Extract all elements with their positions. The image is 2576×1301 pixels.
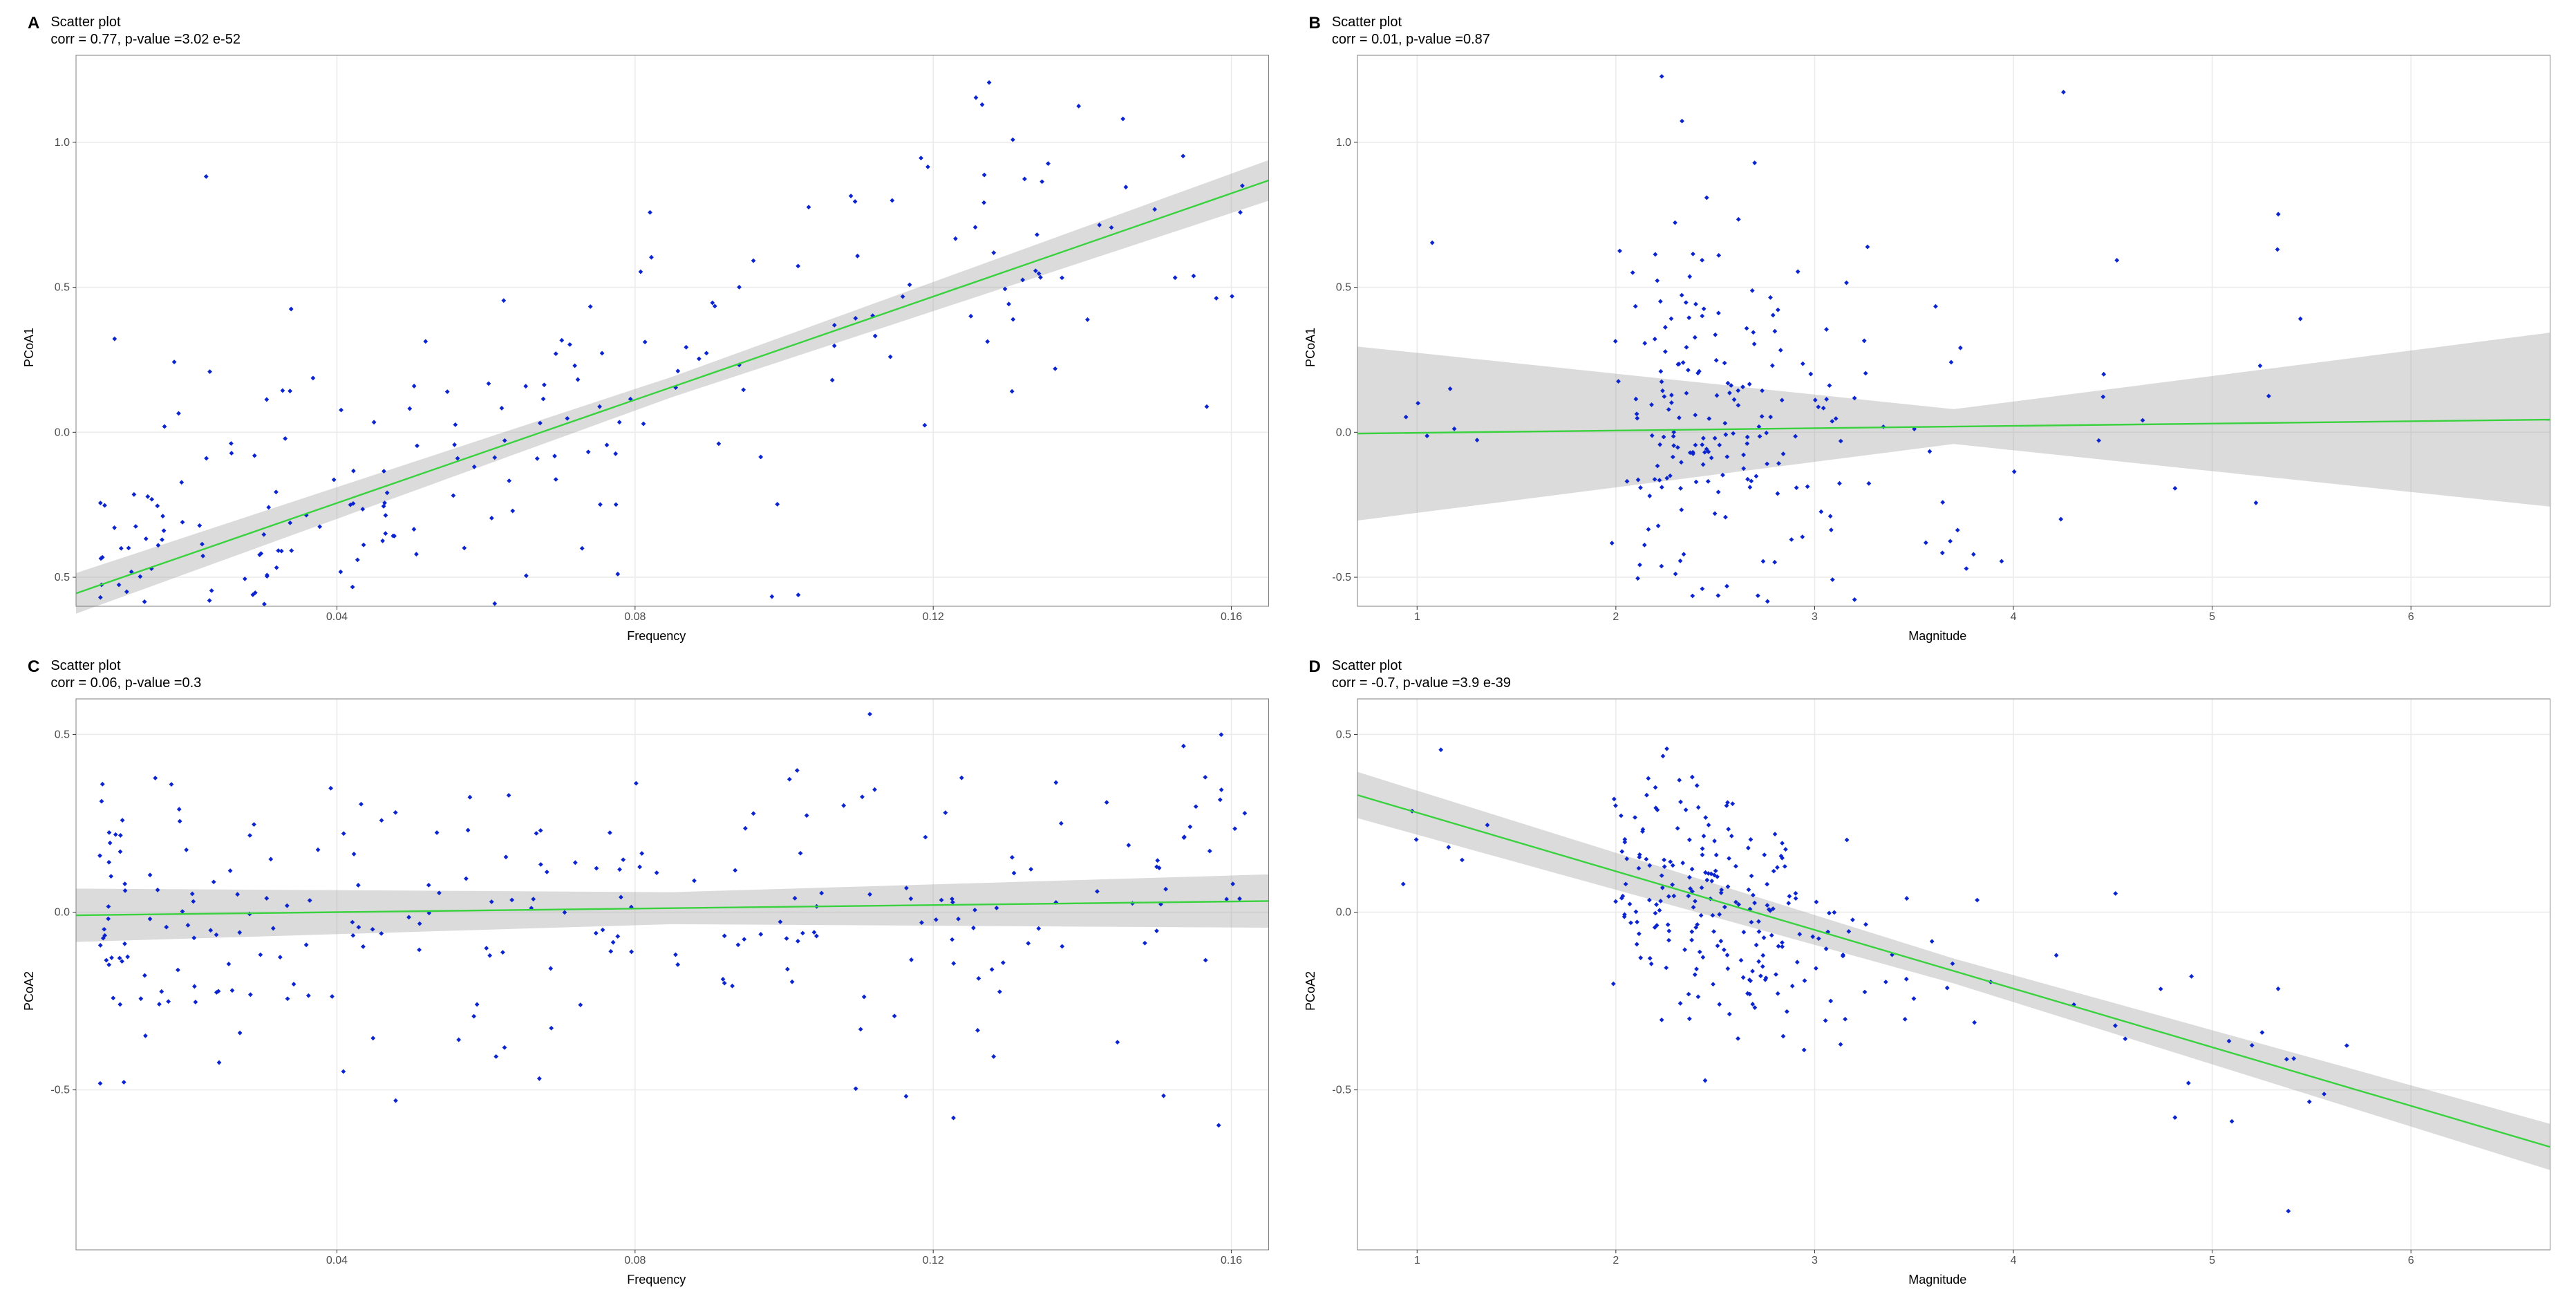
y-tick-label: -0.5 (1332, 1085, 1351, 1096)
x-tick-label: 3 (1811, 611, 1817, 623)
y-tick-label: 0.5 (1335, 282, 1351, 294)
y-tick-label: 1.0 (55, 137, 70, 149)
y-axis-label: PCoA2 (23, 971, 37, 1011)
x-tick-label: 0.16 (1221, 1255, 1242, 1266)
x-tick-label: 3 (1811, 1255, 1817, 1266)
y-tick-label: 0.0 (55, 427, 70, 438)
panel-letter: D (1309, 657, 1321, 677)
y-tick-label: 0.5 (55, 282, 70, 294)
plot-area-A: 0.04 0.08 0.12 0.16 0.5 0.0 0.5 1.0 (39, 51, 1275, 626)
plot-area-C: 0.04 0.08 0.12 0.16 -0.5 0.0 0.5 (39, 695, 1275, 1269)
x-tick-label: 6 (2407, 1255, 2414, 1266)
plot-area-B: 1 2 3 4 5 6 -0.5 0.0 0.5 1.0 (1320, 51, 2556, 626)
panel-letter: A (28, 14, 39, 34)
y-tick-label: 1.0 (1335, 137, 1351, 149)
x-tick-label: 0.12 (923, 1255, 944, 1266)
x-tick-label: 0.08 (624, 611, 646, 623)
y-tick-label: -0.5 (50, 1085, 70, 1096)
x-axis-label: Magnitude (1908, 1273, 1966, 1287)
x-tick-label: 5 (2209, 611, 2215, 623)
panel-title: Scatter plot (1332, 657, 1511, 675)
panel-C: C Scatter plot corr = 0.06, p-value =0.3… (21, 657, 1275, 1287)
panel-header: D Scatter plot corr = -0.7, p-value =3.9… (1309, 657, 2556, 692)
x-tick-label: 5 (2209, 1255, 2215, 1266)
panel-letter: B (1309, 14, 1321, 34)
x-tick-label: 1 (1413, 611, 1420, 623)
y-tick-label: 0.5 (55, 572, 70, 583)
x-tick-label: 1 (1413, 1255, 1420, 1266)
y-tick-label: 0.5 (1335, 729, 1351, 740)
y-tick-label: 0.0 (1335, 427, 1351, 438)
y-tick-label: -0.5 (1332, 572, 1351, 583)
x-tick-label: 4 (2010, 611, 2016, 623)
y-axis-label: PCoA1 (1304, 328, 1318, 367)
x-tick-label: 4 (2010, 1255, 2016, 1266)
panel-header: A Scatter plot corr = 0.77, p-value =3.0… (28, 14, 1275, 48)
panel-header: B Scatter plot corr = 0.01, p-value =0.8… (1309, 14, 2556, 48)
y-axis-label: PCoA1 (23, 328, 37, 367)
panel-B: B Scatter plot corr = 0.01, p-value =0.8… (1302, 14, 2556, 644)
panel-rect (1357, 55, 2550, 606)
x-tick-label: 0.04 (326, 611, 348, 623)
panel-title: Scatter plot (1332, 14, 1490, 31)
x-tick-label: 6 (2407, 611, 2414, 623)
x-tick-label: 0.04 (326, 1255, 348, 1266)
panel-D: D Scatter plot corr = -0.7, p-value =3.9… (1302, 657, 2556, 1287)
panel-subtitle: corr = 0.01, p-value =0.87 (1332, 31, 1490, 48)
x-axis-label: Magnitude (1908, 629, 1966, 644)
x-tick-label: 2 (1613, 1255, 1619, 1266)
y-tick-label: 0.0 (55, 907, 70, 919)
panel-subtitle: corr = 0.77, p-value =3.02 e-52 (50, 31, 241, 48)
y-tick-label: 0.5 (55, 729, 70, 740)
panel-subtitle: corr = 0.06, p-value =0.3 (50, 675, 201, 692)
panel-title: Scatter plot (50, 14, 241, 31)
panel-letter: C (28, 657, 39, 677)
panel-A: A Scatter plot corr = 0.77, p-value =3.0… (21, 14, 1275, 644)
panel-rect (76, 699, 1269, 1250)
x-axis-label: Frequency (627, 1273, 686, 1287)
panel-title: Scatter plot (50, 657, 201, 675)
x-tick-label: 0.16 (1221, 611, 1242, 623)
figure-grid: A Scatter plot corr = 0.77, p-value =3.0… (0, 0, 2576, 1301)
x-tick-label: 0.12 (923, 611, 944, 623)
x-tick-label: 0.08 (624, 1255, 646, 1266)
x-axis-label: Frequency (627, 629, 686, 644)
panel-header: C Scatter plot corr = 0.06, p-value =0.3 (28, 657, 1275, 692)
y-axis-label: PCoA2 (1304, 971, 1318, 1011)
x-tick-label: 2 (1613, 611, 1619, 623)
panel-subtitle: corr = -0.7, p-value =3.9 e-39 (1332, 675, 1511, 692)
plot-area-D: 1 2 3 4 5 6 -0.5 0.0 0.5 (1320, 695, 2556, 1269)
y-tick-label: 0.0 (1335, 907, 1351, 919)
